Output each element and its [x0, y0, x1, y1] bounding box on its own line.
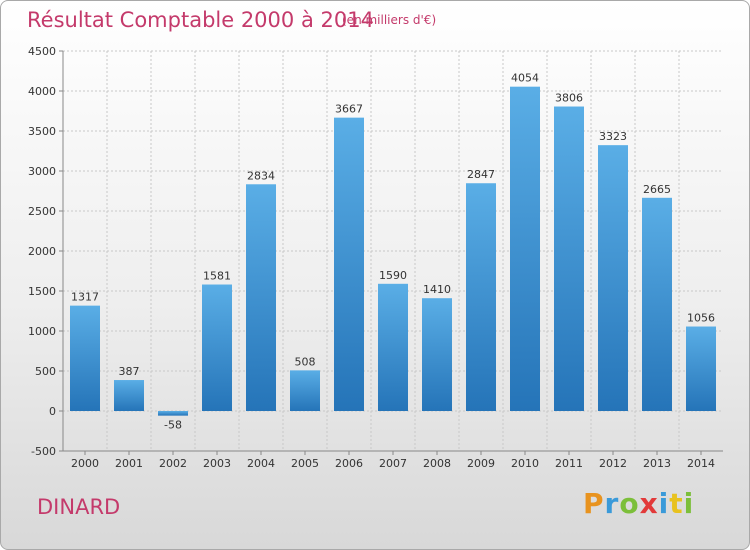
brand-letter: o — [619, 487, 640, 520]
data-label: -58 — [164, 419, 182, 432]
bar — [246, 184, 276, 411]
x-tick-label: 2007 — [379, 457, 407, 470]
brand-letter: r — [604, 487, 620, 520]
brand-letter: P — [583, 487, 605, 520]
bar — [378, 283, 408, 411]
data-label: 3806 — [555, 92, 583, 105]
data-label: 1056 — [687, 312, 715, 325]
bars — [70, 86, 716, 416]
x-tick-label: 2006 — [335, 457, 363, 470]
y-tick-label: 2000 — [28, 245, 56, 258]
x-tick-label: 2001 — [115, 457, 143, 470]
x-tick-label: 2010 — [511, 457, 539, 470]
bar — [554, 106, 584, 412]
x-tick-label: 2014 — [687, 457, 715, 470]
y-tick-label: 500 — [35, 365, 56, 378]
bar — [642, 197, 672, 411]
x-tick-label: 2004 — [247, 457, 275, 470]
x-tick-label: 2011 — [555, 457, 583, 470]
y-tick-label: 0 — [49, 405, 56, 418]
x-tick-label: 2002 — [159, 457, 187, 470]
data-label: 2834 — [247, 169, 275, 182]
data-label: 1590 — [379, 269, 407, 282]
brand-letter: i — [683, 487, 695, 520]
y-tick-label: -500 — [31, 445, 56, 458]
chart-title: Résultat Comptable 2000 à 2014 — [27, 8, 374, 32]
bar — [422, 298, 452, 411]
bar — [290, 370, 320, 411]
x-tick-label: 2008 — [423, 457, 451, 470]
chart-subtitle: (en milliers d'€) — [342, 13, 437, 27]
city-name: DINARD — [37, 495, 121, 519]
data-labels: 1317 387 -58 1581 2834 508 3667 1590 1410 2847 405… — [71, 72, 715, 432]
bar — [598, 145, 628, 411]
x-tick-label: 2013 — [643, 457, 671, 470]
brand-letter: t — [669, 487, 684, 520]
brand-letter: x — [639, 487, 659, 520]
bar — [686, 326, 716, 411]
bar — [202, 284, 232, 411]
bar — [466, 183, 496, 411]
bar — [334, 117, 364, 411]
bar — [158, 411, 188, 416]
data-label: 1317 — [71, 291, 99, 304]
data-label: 3323 — [599, 130, 627, 143]
data-label: 508 — [295, 355, 316, 368]
x-tick-label: 2003 — [203, 457, 231, 470]
x-tick-label: 2012 — [599, 457, 627, 470]
bar — [510, 86, 540, 412]
y-tick-label: 1500 — [28, 285, 56, 298]
x-tick-label: 2009 — [467, 457, 495, 470]
data-label: 1581 — [203, 270, 231, 283]
data-label: 2847 — [467, 168, 495, 181]
data-label: 3667 — [335, 103, 363, 116]
axes — [59, 50, 723, 455]
x-tick-label: 2000 — [71, 457, 99, 470]
y-tick-labels: -500 0 500 1000 1500 2000 2500 3000 3500 4000 4500 — [28, 45, 56, 458]
data-label: 387 — [119, 365, 140, 378]
y-tick-label: 1000 — [28, 325, 56, 338]
x-tick-labels: 2000 2001 2002 2003 2004 2005 2006 2007 2008 2009… — [71, 457, 715, 470]
bar — [70, 305, 100, 411]
y-tick-label: 4000 — [28, 85, 56, 98]
bar — [114, 380, 144, 411]
y-tick-label: 2500 — [28, 205, 56, 218]
data-label: 1410 — [423, 283, 451, 296]
y-tick-label: 3000 — [28, 165, 56, 178]
y-tick-label: 3500 — [28, 125, 56, 138]
x-tick-label: 2005 — [291, 457, 319, 470]
brand-letter: i — [658, 487, 670, 520]
data-label: 2665 — [643, 183, 671, 196]
data-label: 4054 — [511, 72, 539, 85]
y-tick-label: 4500 — [28, 45, 56, 58]
brand-logo: Proxiti — [583, 487, 694, 520]
